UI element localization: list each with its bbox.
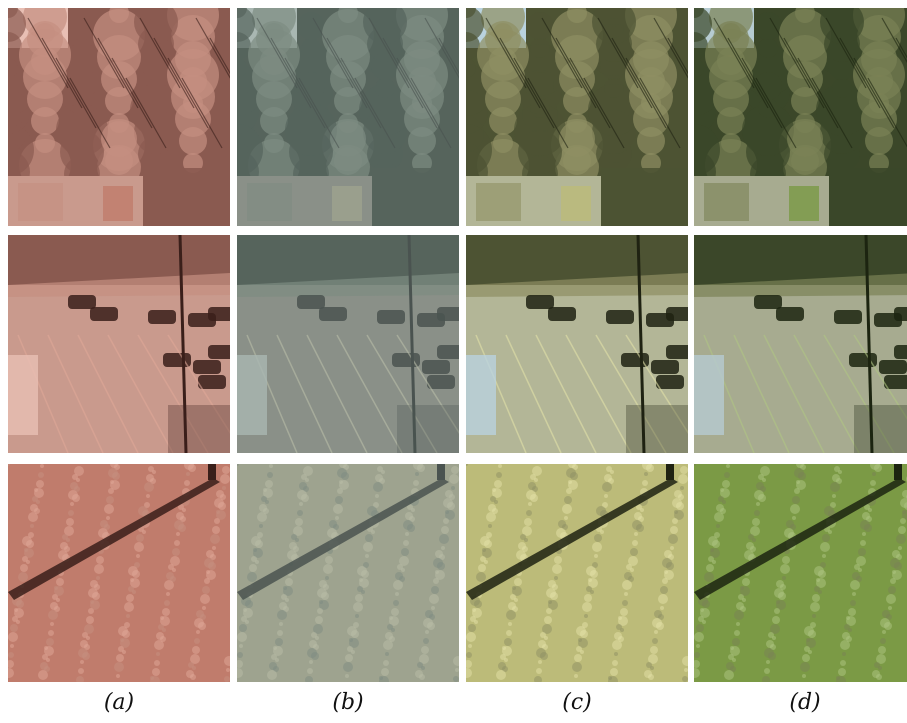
photo-parking-lot-d [694,235,907,453]
column-label-c: (c) [562,690,592,715]
photo-render [466,235,688,453]
photo-render [237,464,459,682]
photo-parking-lot-c [466,235,688,453]
photo-render [237,8,459,226]
photo-grass-with-shadow-d [694,464,907,682]
photo-parking-lot-a [8,235,230,453]
photo-grass-with-shadow-b [237,464,459,682]
column-label-d: (d) [789,690,821,715]
photo-render [8,235,230,453]
photo-trees-and-mural-d [694,8,907,226]
photo-render [694,464,907,682]
photo-render [466,464,688,682]
photo-trees-and-mural-a [8,8,230,226]
photo-render [8,464,230,682]
photo-render [466,8,688,226]
photo-grass-with-shadow-c [466,464,688,682]
photo-render [694,235,907,453]
photo-render [237,235,459,453]
photo-grass-with-shadow-a [8,464,230,682]
column-label-a: (a) [103,690,135,715]
photo-render [8,8,230,226]
photo-parking-lot-b [237,235,459,453]
column-label-b: (b) [332,690,364,715]
photo-render [694,8,907,226]
photo-trees-and-mural-b [237,8,459,226]
photo-trees-and-mural-c [466,8,688,226]
